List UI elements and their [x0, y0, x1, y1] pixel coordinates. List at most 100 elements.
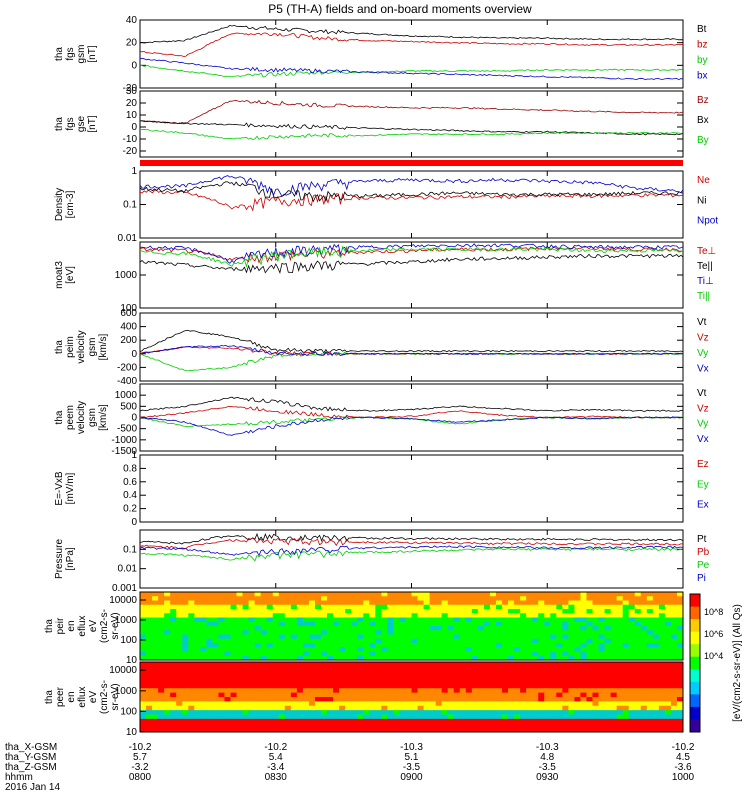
- spectrogram-cell: [640, 714, 648, 720]
- spectrogram-cell: [676, 621, 684, 627]
- spectrogram-cell: [188, 596, 195, 601]
- spectrogram-cell: [146, 655, 153, 661]
- spectrogram-cell: [236, 670, 244, 676]
- spectrogram-cell: [459, 621, 467, 627]
- spectrogram-cell: [640, 630, 648, 635]
- spectrogram-cell: [284, 675, 292, 680]
- spectrogram-cell: [502, 723, 509, 729]
- spectrogram-cell: [526, 710, 533, 715]
- spectrogram-cell: [188, 613, 195, 618]
- spectrogram-cell: [284, 643, 292, 648]
- spectrogram-cell: [429, 604, 437, 610]
- spectrogram-cell: [200, 613, 207, 618]
- spectrogram-cell: [495, 600, 503, 606]
- spectrogram-cell: [640, 701, 648, 707]
- spectrogram-cell: [339, 683, 346, 689]
- spectrogram-cell: [598, 662, 606, 667]
- spectrogram-cell: [514, 613, 521, 618]
- spectrogram-cell: [327, 613, 334, 618]
- spectrogram-cell: [230, 621, 238, 627]
- spectrogram-cell: [278, 634, 286, 640]
- spectrogram-cell: [526, 592, 533, 597]
- series-line: [139, 351, 684, 372]
- spectrogram-cell: [610, 634, 618, 640]
- spectrogram-cell: [182, 630, 189, 635]
- spectrogram-cell: [405, 714, 412, 720]
- spectrogram-cell: [453, 638, 461, 644]
- spectrogram-cell: [339, 688, 346, 694]
- orbit-value: -3.4: [267, 762, 285, 773]
- spectrogram-cell: [284, 638, 292, 644]
- spectrogram-cell: [459, 613, 467, 618]
- spectrogram-cell: [616, 600, 624, 606]
- spectrogram-cell: [622, 679, 630, 685]
- spectrogram-cell: [447, 600, 455, 606]
- spectrogram-cell: [272, 600, 280, 606]
- spectrogram-cell: [489, 688, 497, 694]
- spectrogram-cell: [568, 626, 575, 631]
- spectrogram-cell: [327, 727, 334, 733]
- spectrogram-cell: [423, 638, 431, 644]
- spectrogram-cell: [399, 617, 406, 623]
- spectrogram-cell: [375, 662, 382, 667]
- spectrogram-cell: [314, 670, 322, 676]
- spectrogram-cell: [369, 613, 376, 618]
- spectrogram-cell: [194, 655, 201, 661]
- spectrogram-cell: [176, 621, 183, 627]
- spectrogram-cell: [423, 692, 431, 698]
- y-tick-label: 0.1: [123, 200, 137, 211]
- spectrogram-cell: [375, 609, 382, 614]
- spectrogram-cell: [447, 655, 455, 661]
- spectrogram-cell: [646, 710, 654, 715]
- spectrogram-cell: [363, 626, 370, 631]
- spectrogram-cell: [387, 651, 394, 657]
- spectrogram-cell: [664, 688, 672, 694]
- spectrogram-cell: [399, 723, 406, 729]
- spectrogram-cell: [176, 727, 183, 733]
- spectrogram-cell: [188, 705, 195, 711]
- spectrogram-cell: [610, 596, 618, 601]
- spectrogram-cell: [224, 718, 231, 724]
- spectrogram-cell: [254, 727, 262, 733]
- spectrogram-cell: [628, 613, 636, 618]
- spectrogram-cell: [646, 613, 654, 618]
- legend-entry: Vz: [697, 333, 709, 344]
- spectrogram-cell: [459, 643, 467, 648]
- spectrogram-cell: [423, 705, 431, 711]
- spectrogram-cell: [604, 604, 612, 610]
- spectrogram-cell: [604, 634, 612, 640]
- spectrogram-cell: [308, 727, 316, 733]
- spectrogram-cell: [447, 683, 455, 689]
- spectrogram-cell: [206, 643, 213, 648]
- spectrogram-cell: [333, 718, 340, 724]
- spectrogram-cell: [447, 701, 455, 707]
- spectrogram-cell: [658, 675, 666, 680]
- spectrogram-cell: [140, 670, 147, 676]
- spectrogram-cell: [489, 670, 497, 676]
- spectrogram-cell: [351, 651, 358, 657]
- spectrogram-cell: [188, 600, 195, 606]
- spectrogram-cell: [375, 613, 382, 618]
- spectrogram-cell: [459, 651, 467, 657]
- spectrogram-cell: [212, 692, 219, 698]
- spectrogram-cell: [236, 613, 244, 618]
- spectrogram-cell: [230, 679, 238, 685]
- spectrogram-cell: [508, 666, 515, 672]
- spectrogram-cell: [140, 727, 147, 733]
- spectrogram-cell: [333, 701, 340, 707]
- spectrogram-cell: [339, 655, 346, 661]
- spectrogram-cell: [272, 638, 280, 644]
- spectrogram-cell: [658, 604, 666, 610]
- spectrogram-cell: [495, 710, 503, 715]
- spectrogram-cell: [357, 718, 364, 724]
- y-tick-label: 20: [126, 38, 138, 49]
- spectrogram-cell: [598, 621, 606, 627]
- spectrogram-cell: [387, 613, 394, 618]
- spectrogram-cell: [218, 679, 225, 685]
- spectrogram-cell: [550, 643, 557, 648]
- spectrogram-cell: [152, 626, 159, 631]
- spectrogram-cell: [526, 701, 533, 707]
- spectrogram-cell: [230, 683, 238, 689]
- spectrogram-cell: [658, 662, 666, 667]
- spectrogram-cell: [387, 634, 394, 640]
